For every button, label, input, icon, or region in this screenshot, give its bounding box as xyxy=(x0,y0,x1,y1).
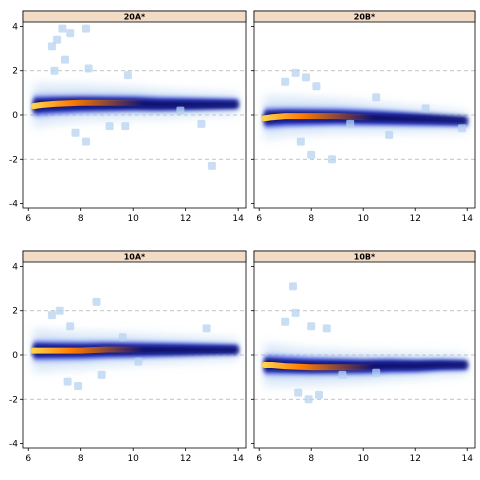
panel-strip xyxy=(253,250,476,263)
x-tick-label: 10 xyxy=(357,454,369,464)
x-tick-label: 10 xyxy=(127,214,139,224)
outlier-point xyxy=(61,55,69,64)
outlier-point xyxy=(312,82,321,91)
x-tick-label: 10 xyxy=(357,214,369,224)
outlier-point xyxy=(289,282,297,291)
y-tick-label: -4 xyxy=(9,200,18,210)
x-tick-label: 6 xyxy=(25,214,31,224)
x-tick-label: 12 xyxy=(180,214,191,224)
y-tick-label: 2 xyxy=(12,67,18,77)
y-tick-label: 2 xyxy=(12,307,18,317)
outlier-point xyxy=(82,137,90,146)
panel-strip xyxy=(253,10,476,23)
x-tick-label: 8 xyxy=(78,214,84,224)
density-peak-ridge xyxy=(261,113,471,125)
outlier-point xyxy=(385,130,394,139)
outlier-point xyxy=(458,124,466,133)
outlier-point xyxy=(97,370,106,379)
x-tick-label: 10 xyxy=(127,454,139,464)
outlier-point xyxy=(281,77,290,86)
outlier-point xyxy=(123,71,132,80)
x-tick-label: 6 xyxy=(256,214,262,224)
x-tick-label: 14 xyxy=(461,214,473,224)
outlier-point xyxy=(372,93,381,102)
x-tick-label: 8 xyxy=(78,454,84,464)
outlier-point xyxy=(82,24,90,33)
y-tick-label: 0 xyxy=(12,111,18,121)
outlier-point xyxy=(291,308,300,317)
y-tick-label: 4 xyxy=(12,22,18,32)
outlier-point xyxy=(307,322,316,331)
x-tick-label: 14 xyxy=(461,454,473,464)
outlier-point xyxy=(92,297,101,306)
panel-strip xyxy=(22,10,247,23)
density-peak-ridge xyxy=(261,362,471,371)
density-peak-ridge xyxy=(30,99,242,110)
x-tick-label: 12 xyxy=(180,454,191,464)
outlier-point xyxy=(53,35,62,44)
outlier-point xyxy=(118,333,127,342)
panel-title: 20B* xyxy=(354,13,376,22)
panel-strip xyxy=(22,250,247,263)
outlier-point xyxy=(66,29,75,38)
outlier-point xyxy=(281,317,290,326)
outlier-point xyxy=(207,161,216,170)
outlier-point xyxy=(74,382,83,390)
outlier-point xyxy=(71,128,80,137)
panel-4: 10B* 6 8 10 12 14 xyxy=(251,250,476,464)
outlier-point xyxy=(47,311,56,320)
y-tick-label: 0 xyxy=(12,351,18,361)
outlier-point xyxy=(47,42,56,51)
y-tick-label: 4 xyxy=(12,262,18,272)
outlier-point xyxy=(105,122,114,131)
outlier-point xyxy=(372,368,381,377)
outlier-point xyxy=(58,24,67,33)
outlier-point xyxy=(296,137,305,146)
y-tick-label: -2 xyxy=(9,155,18,165)
outlier-point xyxy=(346,119,355,128)
density-peak-ridge xyxy=(30,346,242,354)
panel-2: 20B* 6 8 10 12 14 xyxy=(251,10,476,224)
outlier-point xyxy=(291,68,300,77)
outlier-point xyxy=(202,324,211,333)
x-tick-label: 6 xyxy=(25,454,31,464)
outlier-point xyxy=(338,370,347,379)
x-tick-label: 14 xyxy=(232,454,244,464)
outlier-point xyxy=(50,66,59,75)
x-tick-label: 8 xyxy=(308,214,314,224)
y-tick-label: -4 xyxy=(9,440,18,450)
y-tick-label: -2 xyxy=(9,395,18,405)
panel-title: 10B* xyxy=(354,253,376,262)
x-tick-label: 14 xyxy=(232,214,244,224)
outlier-point xyxy=(197,119,206,128)
outlier-point xyxy=(84,64,93,73)
outlier-point xyxy=(307,150,316,159)
outlier-point xyxy=(328,155,336,164)
outlier-point xyxy=(121,122,130,131)
outlier-point xyxy=(176,106,185,115)
panel-3: 10A* 6 8 10 12 14 -4 -2 0 2 4 xyxy=(9,250,247,464)
outlier-point xyxy=(322,324,331,333)
panel-title: 10A* xyxy=(124,253,146,262)
panel-title: 20A* xyxy=(124,13,146,22)
panel-1: 20A* 6 8 10 12 14 -4 -2 0 2 4 xyxy=(9,10,247,224)
outlier-point xyxy=(63,377,72,386)
outlier-point xyxy=(294,388,303,397)
outlier-point xyxy=(304,395,313,404)
outlier-point xyxy=(421,104,430,113)
outlier-point xyxy=(302,73,310,82)
x-tick-label: 6 xyxy=(256,454,262,464)
outlier-point xyxy=(55,306,64,315)
outlier-point xyxy=(134,357,143,366)
x-tick-label: 8 xyxy=(308,454,314,464)
outlier-point xyxy=(315,390,323,399)
x-tick-label: 12 xyxy=(409,214,420,224)
outlier-point xyxy=(66,322,75,331)
x-tick-label: 12 xyxy=(409,454,420,464)
